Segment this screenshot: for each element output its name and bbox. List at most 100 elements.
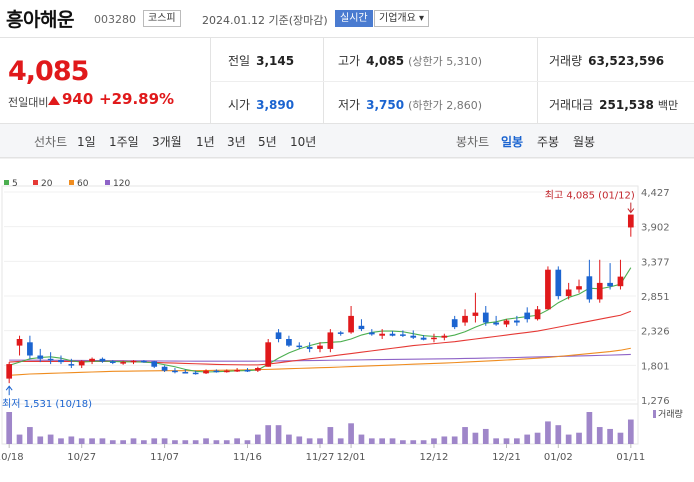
candle-body	[617, 276, 624, 287]
company-name: 흥아해운	[6, 9, 74, 31]
volume-bar	[441, 436, 448, 444]
low-arrow-icon	[5, 385, 13, 391]
volume-bar	[348, 423, 354, 444]
company-overview-button[interactable]: 기업개요 ▾	[374, 10, 429, 27]
volume-bar	[431, 438, 437, 444]
volume-bar	[58, 438, 64, 444]
y-tick-label: 1,276	[641, 396, 670, 407]
volume-bar	[109, 440, 116, 444]
volume-bar	[151, 438, 158, 444]
candle-body	[109, 361, 116, 363]
volume-bar	[462, 427, 468, 444]
candle-body	[306, 346, 313, 349]
candle-body	[275, 332, 282, 340]
x-tick-label: 12/01	[337, 452, 366, 463]
candle-body	[182, 372, 189, 374]
change-percent: +29.89%	[99, 90, 175, 108]
x-tick-label: 10/27	[67, 452, 96, 463]
candle-body	[493, 322, 499, 325]
y-tick-label: 3,902	[641, 223, 670, 234]
tab-weekly[interactable]: 주봉	[537, 135, 560, 149]
realtime-badge[interactable]: 실시간	[335, 10, 373, 27]
legend-label: 5	[12, 179, 18, 189]
candle-body	[420, 337, 427, 340]
x-tick-label: 12/12	[420, 452, 449, 463]
volume-bar	[286, 434, 292, 444]
candle-body	[462, 315, 468, 323]
high-annotation: 최고 4,085 (01/12)	[545, 190, 635, 202]
volume-bar	[524, 434, 531, 444]
volume-bar	[99, 438, 106, 444]
legend-swatch	[4, 180, 9, 185]
candle-body	[327, 332, 334, 349]
legend-swatch	[33, 180, 38, 185]
candle-body	[68, 364, 75, 366]
volume-bar	[141, 440, 147, 444]
candle-body	[317, 345, 323, 349]
tab-monthly[interactable]: 월봉	[573, 135, 596, 149]
candle-body	[545, 269, 551, 310]
volume-bar	[576, 432, 582, 444]
tab-3m[interactable]: 3개월	[152, 135, 182, 149]
volume-bar	[327, 427, 334, 444]
candle-body	[576, 286, 582, 290]
day-low: 저가 3,750 (하한가 2,860)	[338, 98, 482, 112]
divider	[210, 81, 694, 82]
volume-bar	[265, 425, 272, 444]
y-tick-label: 4,427	[641, 188, 670, 199]
tab-1y[interactable]: 1년	[196, 135, 215, 149]
candle-body	[27, 342, 33, 356]
volume-bar	[172, 440, 178, 444]
trade-amount: 거래대금 251,538 백만	[549, 98, 679, 112]
volume-bar	[16, 434, 23, 444]
stock-header: 흥아해운 003280 코스피 2024.01.12 기준(장마감) 실시간 기…	[0, 0, 694, 38]
as-of-date: 2024.01.12 기준(장마감)	[202, 14, 328, 27]
volume-bar	[451, 436, 458, 444]
volume-bar	[482, 428, 489, 444]
candle-body	[348, 315, 354, 333]
candle-body	[400, 334, 406, 336]
tab-1d[interactable]: 1일	[77, 135, 96, 149]
candle-body	[141, 360, 147, 363]
volume-legend-swatch	[653, 410, 656, 418]
volume-bar	[203, 438, 209, 444]
y-tick-label: 1,801	[641, 361, 670, 372]
candle-body	[410, 335, 417, 338]
candle-body	[89, 358, 95, 362]
ma60-line	[9, 347, 631, 376]
candle-body	[286, 339, 292, 346]
volume-bar	[565, 434, 572, 444]
candle-body	[47, 358, 54, 361]
volume-bar	[182, 440, 189, 444]
volume-bar	[627, 419, 634, 444]
candle-body	[192, 372, 199, 375]
volume-bar	[358, 434, 365, 444]
volume-bar	[514, 438, 520, 444]
tab-daily[interactable]: 일봉	[501, 135, 524, 149]
candle-body	[296, 345, 303, 348]
volume-bar	[400, 440, 406, 444]
volume-bar	[47, 434, 54, 444]
candlestick-chart[interactable]: 4,427 3,902 3,377 2,851 2,326 1,801 1,276 5 20 60…	[0, 158, 694, 482]
candle-body	[565, 289, 572, 297]
x-tick-label: 10/18	[0, 452, 24, 463]
candle-body	[78, 361, 85, 366]
volume-bar	[493, 438, 499, 444]
tab-3y[interactable]: 3년	[227, 135, 246, 149]
x-tick-label: 11/27	[306, 452, 335, 463]
candle-body	[607, 282, 613, 287]
tab-1w[interactable]: 1주일	[109, 135, 139, 149]
volume-bar	[130, 438, 137, 444]
volume-bar	[472, 432, 479, 444]
candle-body	[6, 364, 13, 379]
volume-bar	[337, 438, 344, 444]
volume-bar	[306, 438, 313, 444]
candle-body	[368, 332, 375, 335]
current-price: 4,085	[8, 56, 89, 87]
tab-5y[interactable]: 5년	[258, 135, 277, 149]
volume-bar	[254, 434, 261, 444]
volume-bar	[161, 438, 168, 444]
tab-10y[interactable]: 10년	[290, 135, 317, 149]
volume-label: 거래량	[658, 408, 683, 420]
legend-label: 20	[41, 179, 53, 189]
